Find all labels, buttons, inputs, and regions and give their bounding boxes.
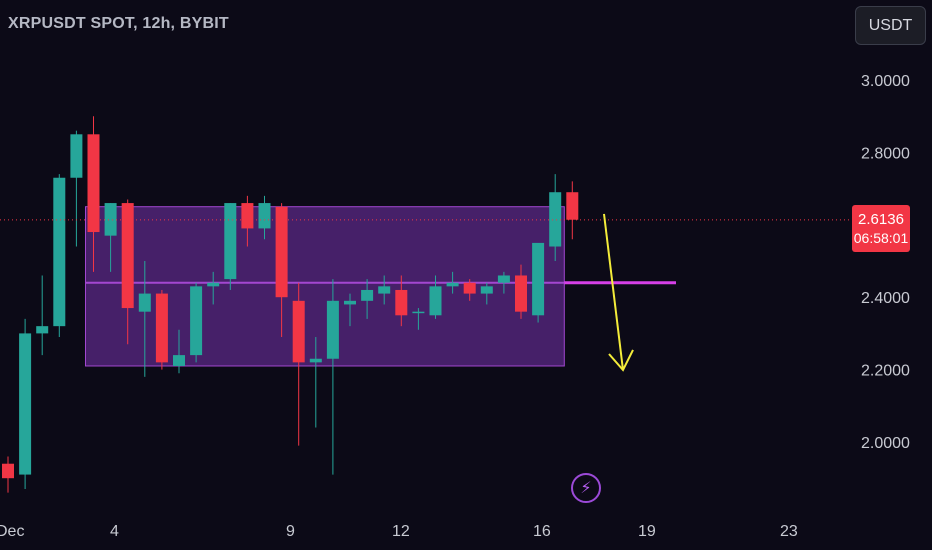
x-tick-label: 19 xyxy=(638,523,656,540)
candle-body xyxy=(412,311,425,314)
candle-body xyxy=(566,192,579,220)
candle-body xyxy=(480,286,493,294)
bar-countdown: 06:58:01 xyxy=(853,229,909,246)
candle-body xyxy=(515,275,527,312)
candle-body xyxy=(309,358,322,363)
y-tick-label: 2.8000 xyxy=(861,145,910,162)
candle-body xyxy=(104,203,117,236)
candle-body xyxy=(36,326,49,334)
candle-body xyxy=(497,275,510,283)
candle-body xyxy=(258,203,271,229)
candle-body xyxy=(173,355,185,366)
x-tick-label: 9 xyxy=(286,523,295,540)
candle-body xyxy=(207,282,220,287)
currency-button[interactable]: USDT xyxy=(855,6,926,45)
candle-body xyxy=(463,282,476,294)
candle-body xyxy=(138,293,151,312)
candle-body xyxy=(53,177,66,327)
candle-body xyxy=(19,333,32,475)
y-tick-label: 3.0000 xyxy=(861,73,910,90)
candle-body xyxy=(378,286,391,294)
lightning-icon[interactable]: ⚡ xyxy=(571,473,601,503)
candle-body xyxy=(326,300,339,359)
candle-body xyxy=(549,192,562,247)
candle-body xyxy=(344,300,356,305)
current-price-label: 2.6136 06:58:01 xyxy=(852,205,910,252)
candle-body xyxy=(446,282,459,287)
candle-body xyxy=(395,289,408,316)
x-tick-label: Dec xyxy=(0,523,24,540)
candle-body xyxy=(87,134,100,233)
candle-body xyxy=(70,134,83,178)
current-price-value: 2.6136 xyxy=(858,210,904,228)
candle-body xyxy=(292,300,305,363)
y-tick-label: 2.2000 xyxy=(861,363,910,380)
candle-body xyxy=(155,293,168,363)
candle-body xyxy=(2,463,14,479)
projection-arrow xyxy=(603,213,624,371)
x-tick-label: 4 xyxy=(110,523,119,540)
candle-body xyxy=(121,203,134,309)
candle-body xyxy=(241,203,254,229)
y-tick-label: 2.0000 xyxy=(861,435,910,452)
candle-body xyxy=(275,206,288,298)
y-tick-label: 2.4000 xyxy=(861,290,910,307)
candle-body xyxy=(429,286,442,316)
candle-body xyxy=(190,286,203,356)
x-tick-label: 16 xyxy=(533,523,551,540)
candle-body xyxy=(224,203,237,280)
candle-body xyxy=(532,242,545,316)
projection-arrow-head xyxy=(608,349,634,372)
chart-title: XRPUSDT SPOT, 12h, BYBIT xyxy=(8,15,229,32)
x-tick-label: 12 xyxy=(392,523,410,540)
candle-body xyxy=(361,289,374,301)
x-tick-label: 23 xyxy=(780,523,798,540)
